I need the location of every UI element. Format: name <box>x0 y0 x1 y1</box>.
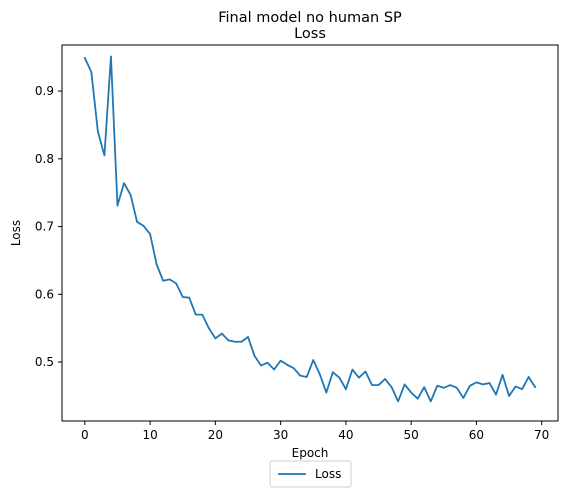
y-tick-label: 0.5 <box>35 355 54 369</box>
data-point <box>397 400 399 403</box>
y-tick-label: 0.7 <box>35 220 54 234</box>
y-axis-label: Loss <box>9 220 23 246</box>
x-tick-label: 20 <box>208 428 223 442</box>
data-point <box>279 359 282 362</box>
x-tick-label: 30 <box>273 428 288 442</box>
x-tick-label: 60 <box>469 428 484 442</box>
data-point <box>84 57 86 59</box>
chart-title: Final model no human SP <box>218 10 402 26</box>
plot-area <box>61 44 559 422</box>
y-tick-label: 0.6 <box>35 287 54 301</box>
x-axis-label: Epoch <box>292 446 329 460</box>
data-point <box>442 387 445 389</box>
data-point <box>247 336 249 338</box>
y-tick-label: 0.9 <box>35 84 54 98</box>
data-point <box>142 225 145 227</box>
data-point <box>508 395 510 397</box>
x-tick-label: 10 <box>142 428 157 442</box>
data-point <box>221 332 223 335</box>
data-point <box>351 368 354 371</box>
x-tick-label: 40 <box>338 428 353 442</box>
plot-frame <box>61 44 559 422</box>
legend-box <box>269 460 352 488</box>
data-point <box>501 374 504 376</box>
data-point <box>129 193 132 196</box>
data-point <box>116 204 119 207</box>
data-point <box>90 71 93 73</box>
chart-subtitle: Loss <box>294 26 326 42</box>
legend-series-label: Loss <box>315 467 341 481</box>
data-point <box>345 388 347 390</box>
data-point <box>253 355 256 357</box>
data-point <box>227 339 230 342</box>
data-point <box>456 387 458 389</box>
data-point <box>332 371 334 374</box>
data-point <box>208 327 210 329</box>
data-point <box>240 340 243 343</box>
data-point <box>364 370 367 373</box>
data-point <box>201 313 204 316</box>
data-point <box>475 381 478 384</box>
data-point <box>416 397 419 400</box>
data-point <box>103 154 106 157</box>
series-layer <box>83 55 537 403</box>
data-point <box>181 296 184 298</box>
data-point <box>188 296 191 299</box>
data-point <box>214 337 217 340</box>
series-line-loss <box>83 55 537 403</box>
data-point <box>527 376 530 378</box>
data-point <box>403 383 406 386</box>
data-point <box>149 233 151 235</box>
data-point <box>155 263 158 266</box>
data-point <box>299 374 302 377</box>
data-point <box>534 386 536 388</box>
data-point <box>514 385 517 388</box>
data-point <box>423 386 426 388</box>
data-point <box>377 384 380 386</box>
x-axis-ticks: 0 10 20 30 40 50 60 70 <box>81 421 549 442</box>
data-point <box>338 376 341 379</box>
y-tick-label: 0.8 <box>35 152 54 166</box>
x-tick-label: 0 <box>81 428 89 442</box>
y-axis-ticks: 0.5 0.6 0.7 0.8 0.9 <box>35 84 62 369</box>
data-point <box>110 55 112 58</box>
data-point <box>488 382 491 384</box>
data-point <box>162 279 164 282</box>
data-point <box>495 393 497 396</box>
data-point <box>390 386 393 388</box>
data-point <box>318 373 321 376</box>
data-point <box>234 340 236 343</box>
data-point <box>266 361 269 364</box>
data-point <box>449 384 452 386</box>
data-point <box>168 278 171 281</box>
data-point <box>358 376 360 379</box>
data-point <box>292 367 295 369</box>
data-point <box>123 182 125 185</box>
data-point <box>286 363 288 366</box>
data-point <box>371 384 373 386</box>
data-point <box>325 391 328 394</box>
data-point <box>436 384 439 387</box>
data-point <box>305 376 308 378</box>
data-point <box>260 364 262 367</box>
data-point <box>410 391 412 394</box>
data-point <box>462 397 465 399</box>
x-tick-label: 70 <box>534 428 549 442</box>
data-point <box>429 400 432 403</box>
data-point <box>194 313 197 316</box>
data-point <box>521 388 523 390</box>
data-point <box>384 378 386 380</box>
chart-legend: Loss <box>269 460 352 488</box>
data-point <box>273 368 275 371</box>
data-point <box>482 383 484 386</box>
data-point <box>469 384 471 387</box>
data-point <box>312 359 315 361</box>
data-point <box>97 130 99 133</box>
data-point <box>175 282 178 285</box>
x-tick-label: 50 <box>404 428 419 442</box>
data-point <box>136 221 138 223</box>
